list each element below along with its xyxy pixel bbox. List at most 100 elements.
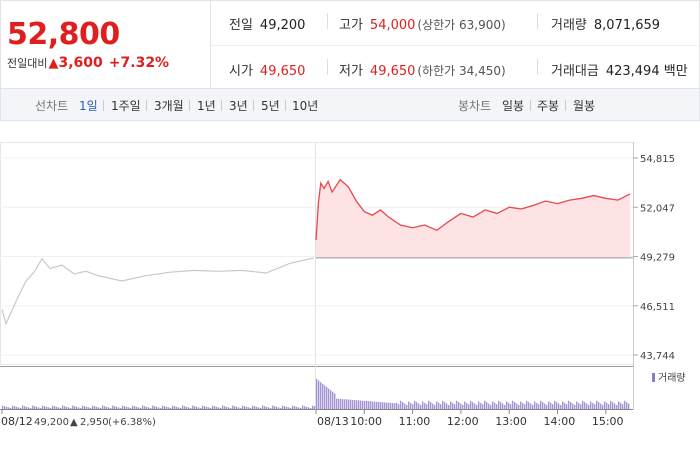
- volume-bar: [304, 406, 306, 409]
- volume-bar: [318, 380, 320, 409]
- volume-bar: [236, 406, 238, 409]
- volume-bar: [100, 408, 102, 409]
- tab-1w[interactable]: 1주일: [111, 99, 141, 113]
- volume-bar: [26, 406, 28, 409]
- volume-bar: [462, 405, 464, 409]
- volume-bar: [478, 401, 480, 409]
- volume-bar: [272, 405, 274, 409]
- volume-bar: [104, 406, 106, 409]
- volume-bar: [194, 406, 196, 409]
- volume-bar: [180, 408, 182, 409]
- volume-bar: [384, 402, 386, 409]
- volume-bar: [354, 400, 356, 409]
- volume-bar: [540, 400, 542, 409]
- volume-bar: [48, 407, 50, 409]
- volume-bar: [16, 406, 18, 409]
- volume-bar: [50, 408, 52, 409]
- volume-bar: [542, 402, 544, 409]
- volume-bar: [80, 408, 82, 409]
- volume-bar: [386, 402, 388, 409]
- volume-bar: [34, 406, 36, 409]
- price-change: 전일대비▲3,600 +7.32%: [7, 55, 169, 71]
- volume-bar: [504, 405, 506, 409]
- volume-bar: [534, 401, 536, 409]
- tab-3y[interactable]: 3년: [229, 99, 248, 113]
- volume-bar: [502, 403, 504, 409]
- stat-trade-value: 거래대금 423,494 백만: [551, 64, 688, 79]
- tab-monthly-candle[interactable]: 월봉: [573, 99, 596, 113]
- volume-bar: [488, 403, 490, 409]
- volume-bar: [326, 387, 328, 409]
- volume-bar: [196, 406, 198, 409]
- volume-bar: [416, 402, 418, 409]
- volume-bar: [130, 408, 132, 409]
- volume-bar: [584, 402, 586, 409]
- volume-bar: [144, 406, 146, 409]
- volume-bar: [438, 402, 440, 409]
- tab-1d[interactable]: 1일: [79, 99, 98, 113]
- volume-bar: [418, 403, 420, 409]
- volume-bar: [532, 405, 534, 409]
- volume-bar: [32, 405, 34, 409]
- volume-bar: [472, 402, 474, 409]
- volume-bar: [62, 405, 64, 409]
- volume-bar: [378, 401, 380, 409]
- volume-bar: [82, 405, 84, 409]
- volume-bar: [264, 406, 266, 409]
- volume-bar: [256, 406, 258, 409]
- volume-bar: [202, 405, 204, 409]
- volume-bar: [216, 406, 218, 409]
- prev-day-change: 2,950: [80, 417, 109, 428]
- volume-bar: [486, 402, 488, 409]
- volume-bar: [268, 407, 270, 409]
- volume-bar: [400, 400, 402, 409]
- volume-bar: [90, 408, 92, 409]
- volume-bar: [134, 406, 136, 409]
- volume-bar: [494, 402, 496, 409]
- tab-3m[interactable]: 3개월: [154, 99, 184, 113]
- tab-5y[interactable]: 5년: [261, 99, 280, 113]
- volume-bar: [154, 406, 156, 409]
- volume-bar: [602, 405, 604, 409]
- volume-bar: [54, 406, 56, 409]
- volume-bar: [64, 406, 66, 409]
- volume-bar: [388, 402, 390, 409]
- today-price-line: [315, 178, 631, 241]
- volume-bar: [620, 402, 622, 409]
- volume-bar: [146, 406, 148, 409]
- volume-bar: [434, 405, 436, 409]
- volume-bar: [338, 398, 340, 409]
- divider: [221, 100, 222, 111]
- volume-bar: [594, 404, 596, 409]
- volume-bar: [206, 406, 208, 409]
- tab-daily-candle[interactable]: 일봉: [502, 99, 525, 113]
- volume-bar: [208, 407, 210, 409]
- volume-bar: [546, 405, 548, 409]
- volume-bar: [482, 404, 484, 409]
- x-tick-label: 08/12: [1, 415, 33, 428]
- volume-bar: [192, 405, 194, 409]
- tab-10y[interactable]: 10년: [292, 99, 319, 113]
- tab-1y[interactable]: 1년: [197, 99, 216, 113]
- volume-bar: [172, 405, 174, 409]
- y-tick-label: 46,511: [640, 302, 675, 313]
- volume-bar: [526, 400, 528, 409]
- volume-bar: [370, 401, 372, 409]
- volume-bar: [556, 402, 558, 409]
- tab-weekly-candle[interactable]: 주봉: [537, 99, 560, 113]
- volume-bar: [294, 406, 296, 409]
- volume-bar: [592, 402, 594, 409]
- volume-bar: [102, 405, 104, 409]
- volume-bar: [588, 405, 590, 409]
- volume-bar: [498, 400, 500, 409]
- volume-bar: [422, 401, 424, 409]
- volume-bar: [314, 406, 316, 409]
- volume-bar: [230, 408, 232, 409]
- volume-bar: [612, 402, 614, 409]
- volume-bar: [166, 406, 168, 409]
- volume-bar: [468, 404, 470, 409]
- volume-bar: [420, 405, 422, 409]
- volume-bar: [252, 405, 254, 409]
- volume-bar: [622, 404, 624, 409]
- volume-bar: [122, 405, 124, 409]
